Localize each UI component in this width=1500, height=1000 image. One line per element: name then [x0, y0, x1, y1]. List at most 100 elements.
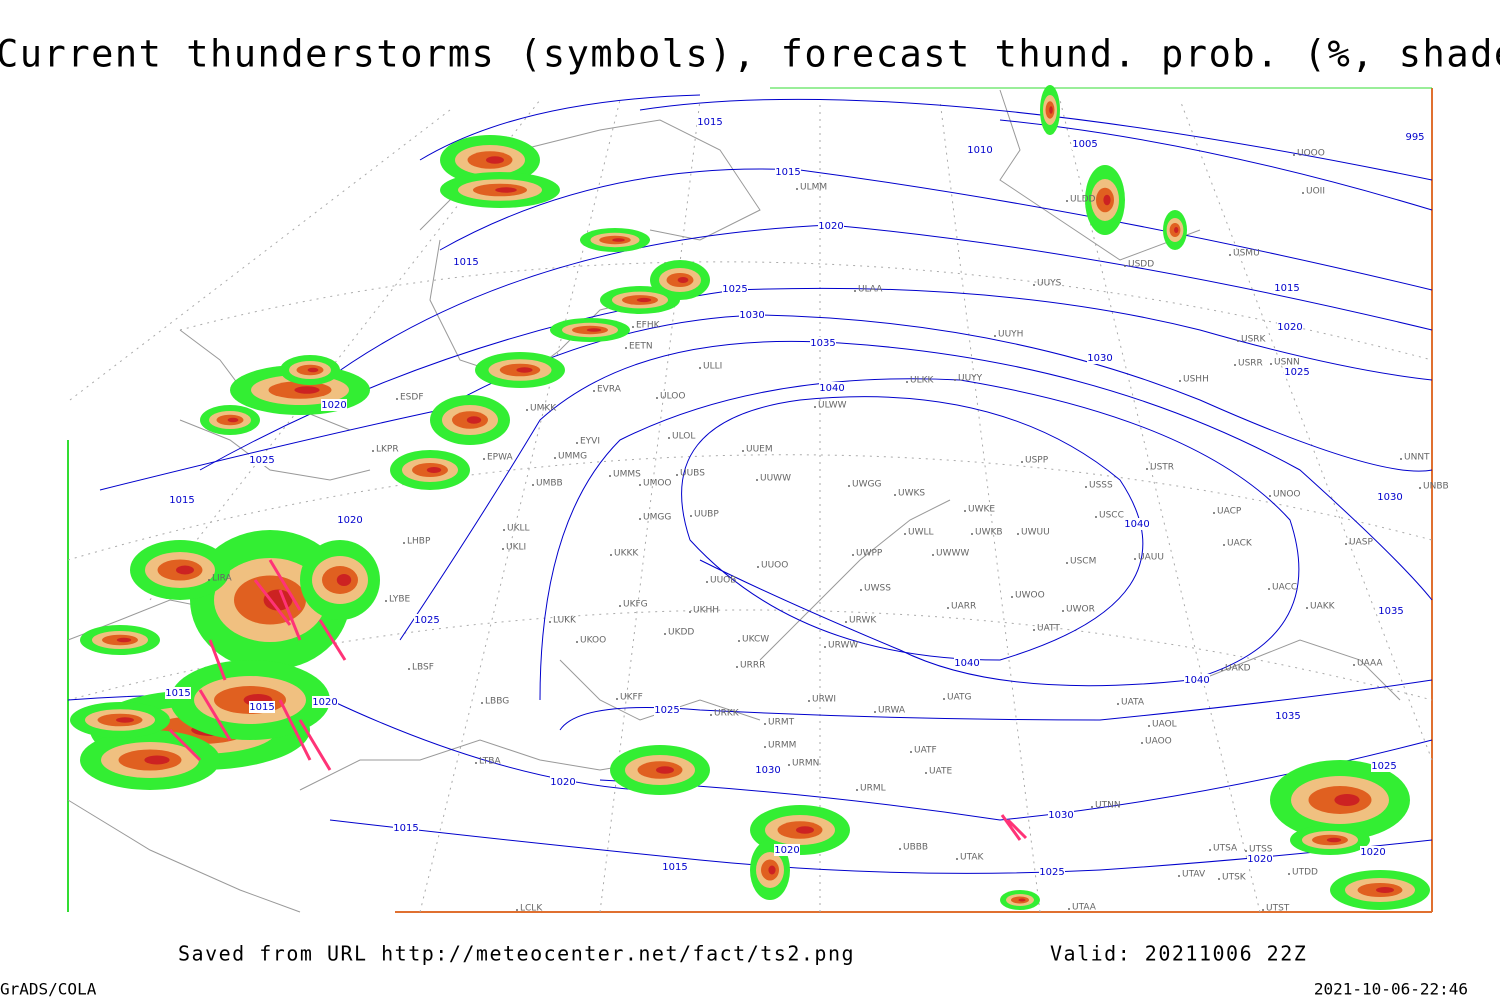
station-code: UTAA [1072, 903, 1097, 913]
station-code: UKOO [580, 636, 606, 646]
station-dot [808, 700, 810, 702]
station-dot [860, 589, 862, 591]
station-code: UAUU [1138, 553, 1164, 563]
station-code: UUOB [710, 576, 736, 586]
isobar-label-bg [1039, 866, 1065, 878]
isobar-label-bg [654, 704, 680, 716]
isobar-label-bg [774, 844, 800, 856]
station-code: UASP [1349, 538, 1373, 548]
station-code: URWK [849, 616, 877, 626]
station-dot [764, 723, 766, 725]
isobar-label: 1025 [1371, 761, 1396, 772]
isobar-label: 1040 [1184, 675, 1209, 686]
station-dot [899, 848, 901, 850]
station-code: UKLI [506, 543, 526, 553]
station-code: ULKK [910, 376, 935, 386]
station-code: UMGG [643, 513, 671, 523]
station-dot [475, 762, 477, 764]
station-code: UATA [1121, 698, 1145, 708]
station-code: LIRA [212, 574, 233, 584]
station-code: UWKS [898, 489, 925, 499]
station-code: UOII [1306, 187, 1325, 197]
shade-top [636, 297, 652, 303]
station-code: LHBP [407, 537, 431, 547]
isobar-label: 1010 [967, 145, 992, 156]
station-code: URML [860, 784, 886, 794]
shade-top [466, 416, 482, 424]
isobar-label: 1025 [414, 615, 439, 626]
station-code: UUYH [998, 330, 1023, 340]
station-dot [706, 581, 708, 583]
station-dot [824, 646, 826, 648]
station-code: UOOO [1297, 149, 1325, 159]
station-code: LCLK [520, 904, 543, 914]
station-code: USPP [1025, 456, 1049, 466]
map-frame [67, 87, 1433, 913]
isobar-label: 1040 [954, 658, 979, 669]
shade-top [426, 467, 442, 473]
source-url: Saved from URL http://meteocenter.net/fa… [178, 942, 855, 966]
isobar-label: 1020 [550, 777, 575, 788]
station-code: URKK [714, 709, 740, 719]
station-dot [1068, 908, 1070, 910]
station-dot [1066, 562, 1068, 564]
station-dot [689, 611, 691, 613]
shade-top [586, 328, 602, 332]
isobar-label-bg [169, 494, 195, 506]
grid-lines [67, 99, 1433, 913]
station-dot [1218, 878, 1220, 880]
station-dot [1419, 487, 1421, 489]
shade-top [1049, 106, 1053, 114]
isobar-label-bg [1124, 518, 1150, 530]
station-dot [668, 437, 670, 439]
isobar-label: 1020 [312, 697, 337, 708]
station-code: UAOL [1152, 720, 1177, 730]
station-dot [904, 533, 906, 535]
station-code: UBBB [903, 843, 928, 853]
isobar-label: 1020 [321, 400, 346, 411]
isobar-label: 995 [1405, 132, 1424, 143]
station-dot [1095, 516, 1097, 518]
shade-top [656, 766, 674, 774]
station-code: UNBB [1423, 482, 1449, 492]
station-code: UMBB [536, 479, 563, 489]
station-code: UMMG [558, 452, 587, 462]
station-code: UUBP [694, 510, 719, 520]
station-dot [690, 515, 692, 517]
station-dot [1353, 664, 1355, 666]
isobar-label: 1025 [1284, 367, 1309, 378]
station-dot [502, 548, 504, 550]
station-code: ULMM [800, 183, 827, 193]
station-code: UUYY [958, 374, 983, 384]
station-dot [932, 554, 934, 556]
shade-top [612, 238, 625, 242]
station-dot [625, 347, 627, 349]
isobar-label: 1030 [1048, 810, 1073, 821]
isobar-label: 1030 [1377, 492, 1402, 503]
station-dot [1146, 468, 1148, 470]
station-dot [852, 554, 854, 556]
station-dot [403, 542, 405, 544]
station-dot [1033, 284, 1035, 286]
isobar-label: 1025 [722, 284, 747, 295]
isobar-label-bg [550, 776, 576, 788]
station-code: UWSS [864, 584, 891, 594]
station-dot [576, 442, 578, 444]
isobar-label: 1020 [1360, 847, 1385, 858]
isobar-label: 1025 [1039, 867, 1064, 878]
station-dot [593, 390, 595, 392]
station-dot [910, 751, 912, 753]
station-code: USMU [1233, 249, 1260, 259]
station-code: USTR [1150, 463, 1174, 473]
isobar-label: 1015 [697, 117, 722, 128]
valid-time: Valid: 20211006 22Z [1050, 942, 1307, 966]
station-dot [964, 510, 966, 512]
station-dot [788, 764, 790, 766]
station-code: UTSA [1213, 844, 1238, 854]
station-dot [1085, 486, 1087, 488]
station-code: UTST [1266, 904, 1290, 914]
station-code: URWA [878, 706, 906, 716]
station-dot [1229, 254, 1231, 256]
station-code: UWLL [908, 528, 934, 538]
